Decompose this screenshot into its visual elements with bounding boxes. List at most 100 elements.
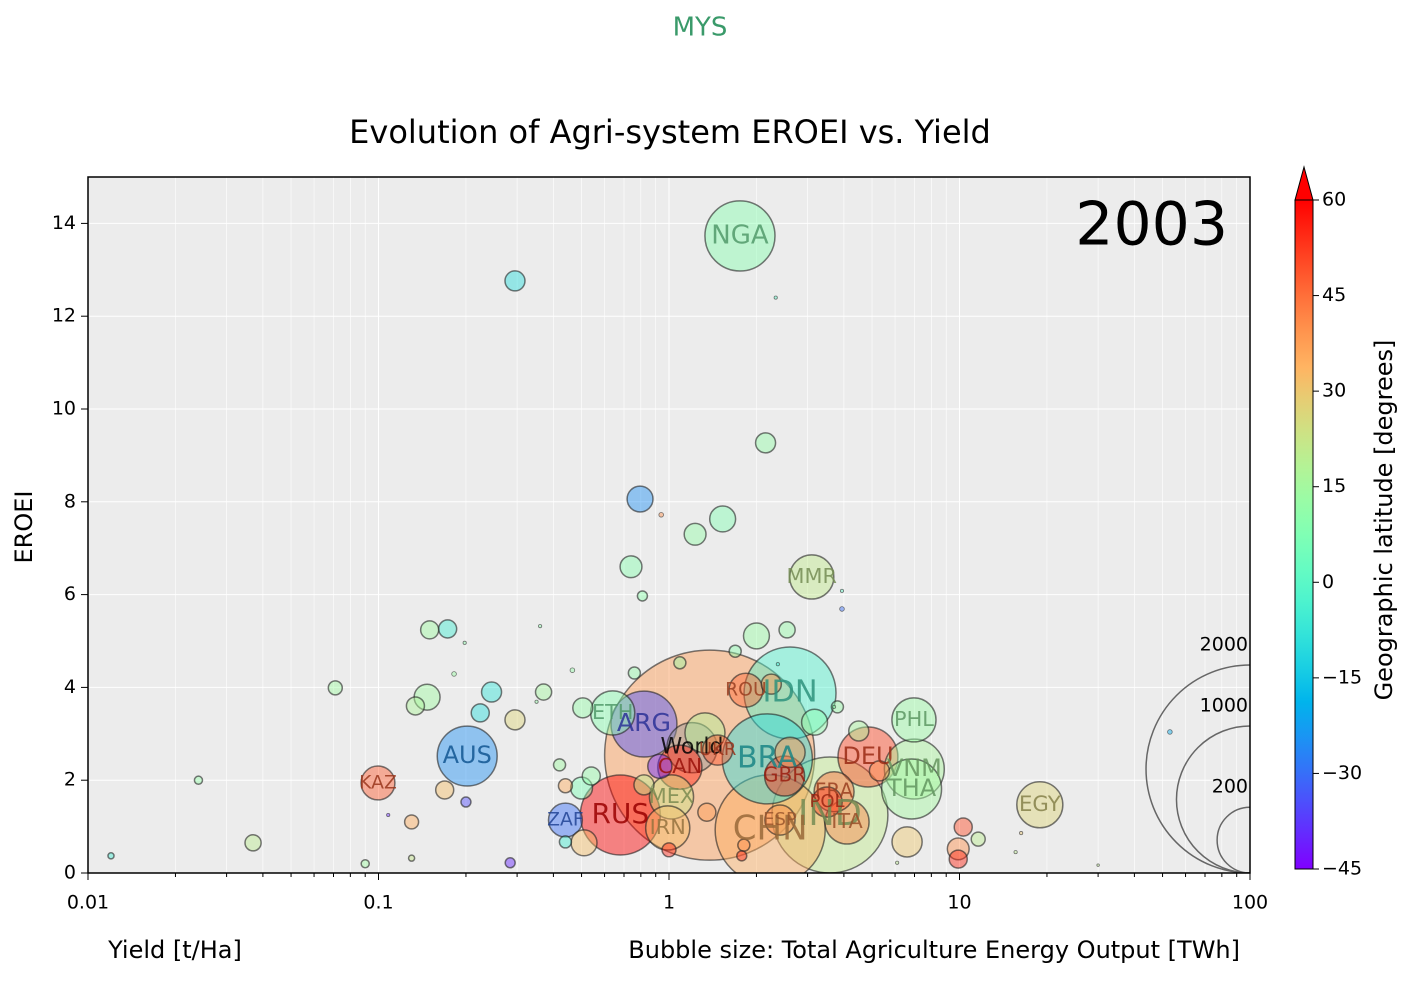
bubble bbox=[569, 667, 576, 673]
bubble-label: CAN bbox=[658, 754, 702, 778]
bubble bbox=[778, 621, 796, 639]
bubble bbox=[742, 622, 771, 650]
bubble bbox=[552, 758, 567, 772]
bubble-label: IRN bbox=[650, 815, 686, 839]
x-tick-label: 0.1 bbox=[363, 892, 393, 914]
y-tick-label: 14 bbox=[52, 212, 76, 234]
y-axis-label: EROEI bbox=[10, 491, 38, 564]
bubble bbox=[736, 850, 748, 862]
bubble bbox=[948, 849, 968, 869]
size-legend-label: 200 bbox=[1212, 776, 1248, 798]
bubble-label: CHN bbox=[733, 808, 808, 848]
bubble bbox=[460, 796, 472, 808]
bubble bbox=[648, 774, 695, 820]
bubble bbox=[534, 699, 539, 704]
bubble-label: THA bbox=[886, 774, 937, 802]
bubble bbox=[627, 666, 642, 680]
bubble bbox=[773, 295, 778, 300]
colorbar-extension bbox=[1294, 165, 1314, 201]
bubble bbox=[619, 555, 643, 579]
bubble bbox=[569, 776, 594, 800]
bubble bbox=[557, 778, 574, 794]
bubble-label: RUS bbox=[591, 797, 649, 830]
colorbar-tick-label: −15 bbox=[1322, 666, 1362, 688]
bubble bbox=[832, 704, 837, 709]
bubble bbox=[839, 588, 845, 593]
bubble bbox=[327, 680, 344, 696]
colorbar-gradient bbox=[1295, 200, 1313, 869]
bubble-label: NGA bbox=[711, 220, 769, 250]
bubble bbox=[891, 697, 937, 743]
bubble bbox=[419, 620, 440, 640]
bubble-label: EGY bbox=[1019, 791, 1061, 816]
x-axis-label: Yield [t/Ha] bbox=[107, 936, 242, 964]
bubble bbox=[661, 842, 677, 858]
size-legend-label: 1000 bbox=[1200, 694, 1248, 716]
bubble-label: UKR bbox=[699, 739, 737, 760]
bubble bbox=[1016, 781, 1064, 829]
bubble bbox=[610, 690, 678, 758]
bubble bbox=[403, 814, 420, 830]
bubble bbox=[1019, 831, 1024, 836]
bubble-label: ARG bbox=[617, 708, 671, 737]
bubble-label: MMR bbox=[787, 564, 837, 588]
bubble-label: VNM bbox=[887, 754, 942, 782]
bubble-label: KAZ bbox=[359, 772, 397, 793]
bubble bbox=[636, 590, 649, 602]
y-tick-label: 10 bbox=[52, 398, 76, 420]
bubble bbox=[953, 817, 973, 837]
x-tick-label: 0.01 bbox=[67, 892, 109, 914]
bubble bbox=[1013, 850, 1018, 855]
bubble-label: ZAF bbox=[547, 810, 584, 831]
bubble bbox=[1167, 729, 1173, 735]
bubble-label: BRA bbox=[737, 740, 798, 775]
bubble bbox=[538, 624, 543, 629]
bubble-label: MEX bbox=[649, 784, 694, 808]
bubble bbox=[462, 640, 467, 645]
bubble-label: ROU bbox=[725, 680, 767, 701]
bubble bbox=[697, 802, 717, 822]
x-tick-label: 10 bbox=[947, 892, 971, 914]
bubble bbox=[714, 774, 826, 873]
colorbar: −45 −30 −15 0 15 30 45 60 bbox=[1294, 165, 1362, 880]
bubble bbox=[644, 805, 691, 851]
colorbar-label: Geographic latitude [degrees] bbox=[1370, 340, 1398, 701]
y-tick-label: 4 bbox=[64, 676, 76, 698]
bubble bbox=[728, 644, 742, 658]
bubble bbox=[657, 744, 703, 791]
bubble bbox=[107, 852, 115, 860]
bubble-label: PHL bbox=[894, 707, 934, 731]
bubble-label: FRA bbox=[815, 778, 854, 802]
bubble bbox=[673, 656, 687, 670]
bubble bbox=[883, 738, 946, 800]
bubble bbox=[579, 774, 662, 856]
bubble bbox=[775, 662, 780, 667]
bubble-label: GBR bbox=[763, 763, 806, 787]
y-tick-label: 12 bbox=[52, 305, 76, 327]
bubble bbox=[534, 683, 553, 701]
bubble bbox=[868, 760, 891, 782]
bubble bbox=[603, 649, 816, 861]
bubble bbox=[658, 512, 664, 518]
bubble bbox=[547, 802, 584, 838]
bubble bbox=[572, 697, 594, 719]
bubble-label: ETH bbox=[592, 700, 634, 724]
bubble bbox=[647, 753, 673, 780]
year-label: 2003 bbox=[1075, 190, 1228, 260]
bubble bbox=[558, 835, 573, 849]
bubble bbox=[811, 786, 843, 818]
bubble bbox=[788, 554, 835, 600]
bubble bbox=[407, 854, 416, 862]
bubble bbox=[570, 829, 598, 857]
chart-title: Evolution of Agri-system EROEI vs. Yield bbox=[349, 113, 991, 151]
bubble bbox=[360, 858, 370, 869]
bubble bbox=[743, 646, 837, 740]
bubble bbox=[470, 703, 491, 723]
bubble-label: IDN bbox=[762, 674, 817, 709]
x-tick-label: 1 bbox=[663, 892, 675, 914]
bubble bbox=[360, 765, 396, 801]
bubble bbox=[891, 826, 923, 858]
bubble bbox=[701, 734, 734, 766]
